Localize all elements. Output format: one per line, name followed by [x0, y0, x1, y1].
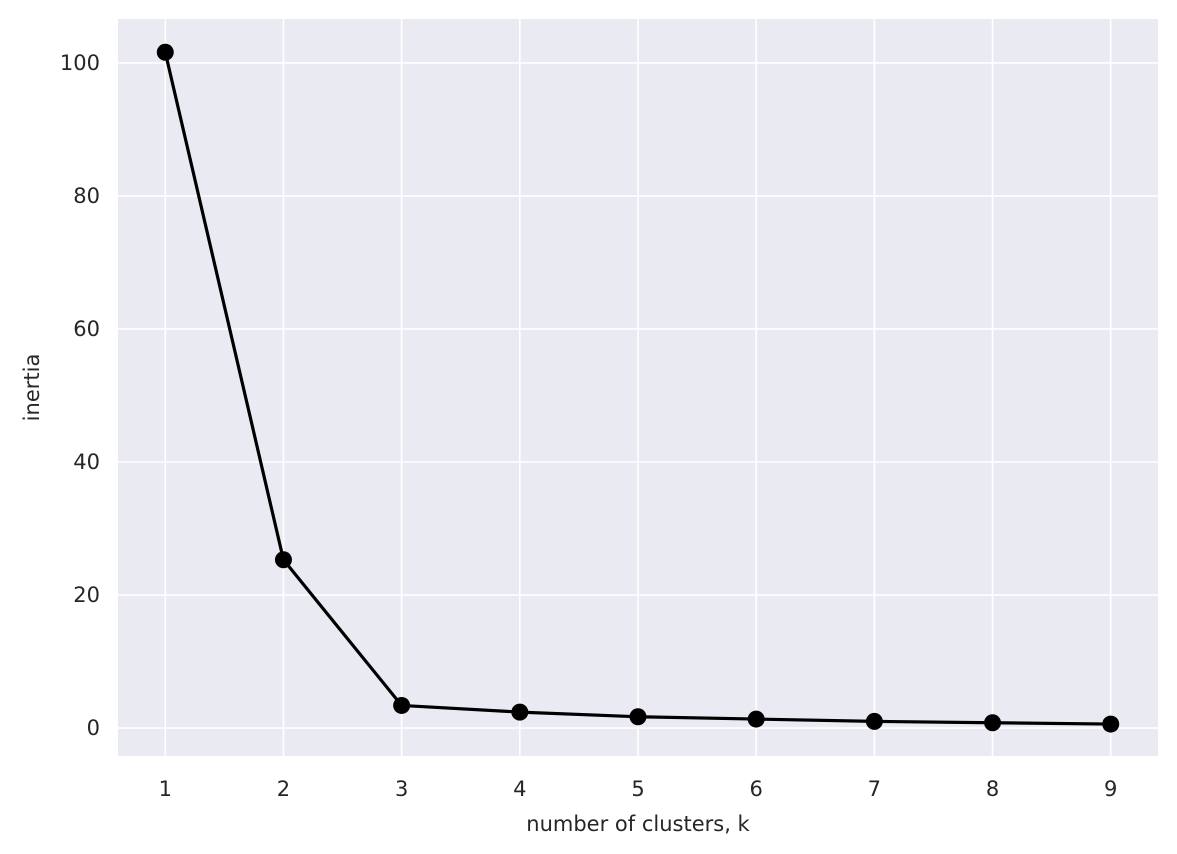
data-point [156, 43, 174, 61]
x-tick-label: 8 [986, 777, 999, 801]
data-point [747, 710, 765, 728]
y-tick-label: 80 [73, 184, 100, 208]
y-tick-label: 40 [73, 450, 100, 474]
series-group [156, 43, 1120, 733]
x-tick-label: 1 [159, 777, 172, 801]
y-tick-label: 60 [73, 317, 100, 341]
data-point [629, 708, 647, 726]
x-tick-label: 3 [395, 777, 408, 801]
x-tick-label: 4 [513, 777, 526, 801]
data-point [274, 551, 292, 569]
y-axis-title: inertia [20, 354, 44, 422]
y-tick-label: 20 [73, 583, 100, 607]
x-tick-label: 5 [631, 777, 644, 801]
y-tick-label: 0 [87, 716, 100, 740]
y-tick-label: 100 [60, 51, 100, 75]
x-tick-label: 2 [277, 777, 290, 801]
data-point [393, 696, 411, 714]
x-axis-title: number of clusters, k [526, 812, 750, 836]
data-point [984, 714, 1002, 732]
data-point [865, 712, 883, 730]
grid-lines [118, 19, 1158, 756]
x-tick-label: 9 [1104, 777, 1117, 801]
data-point [511, 703, 529, 721]
x-tick-label: 7 [868, 777, 881, 801]
x-tick-label: 6 [749, 777, 762, 801]
tick-labels: 1 2 3 4 5 6 7 8 9 0 20 40 60 80 100 [60, 51, 1118, 801]
data-point [1102, 715, 1120, 733]
